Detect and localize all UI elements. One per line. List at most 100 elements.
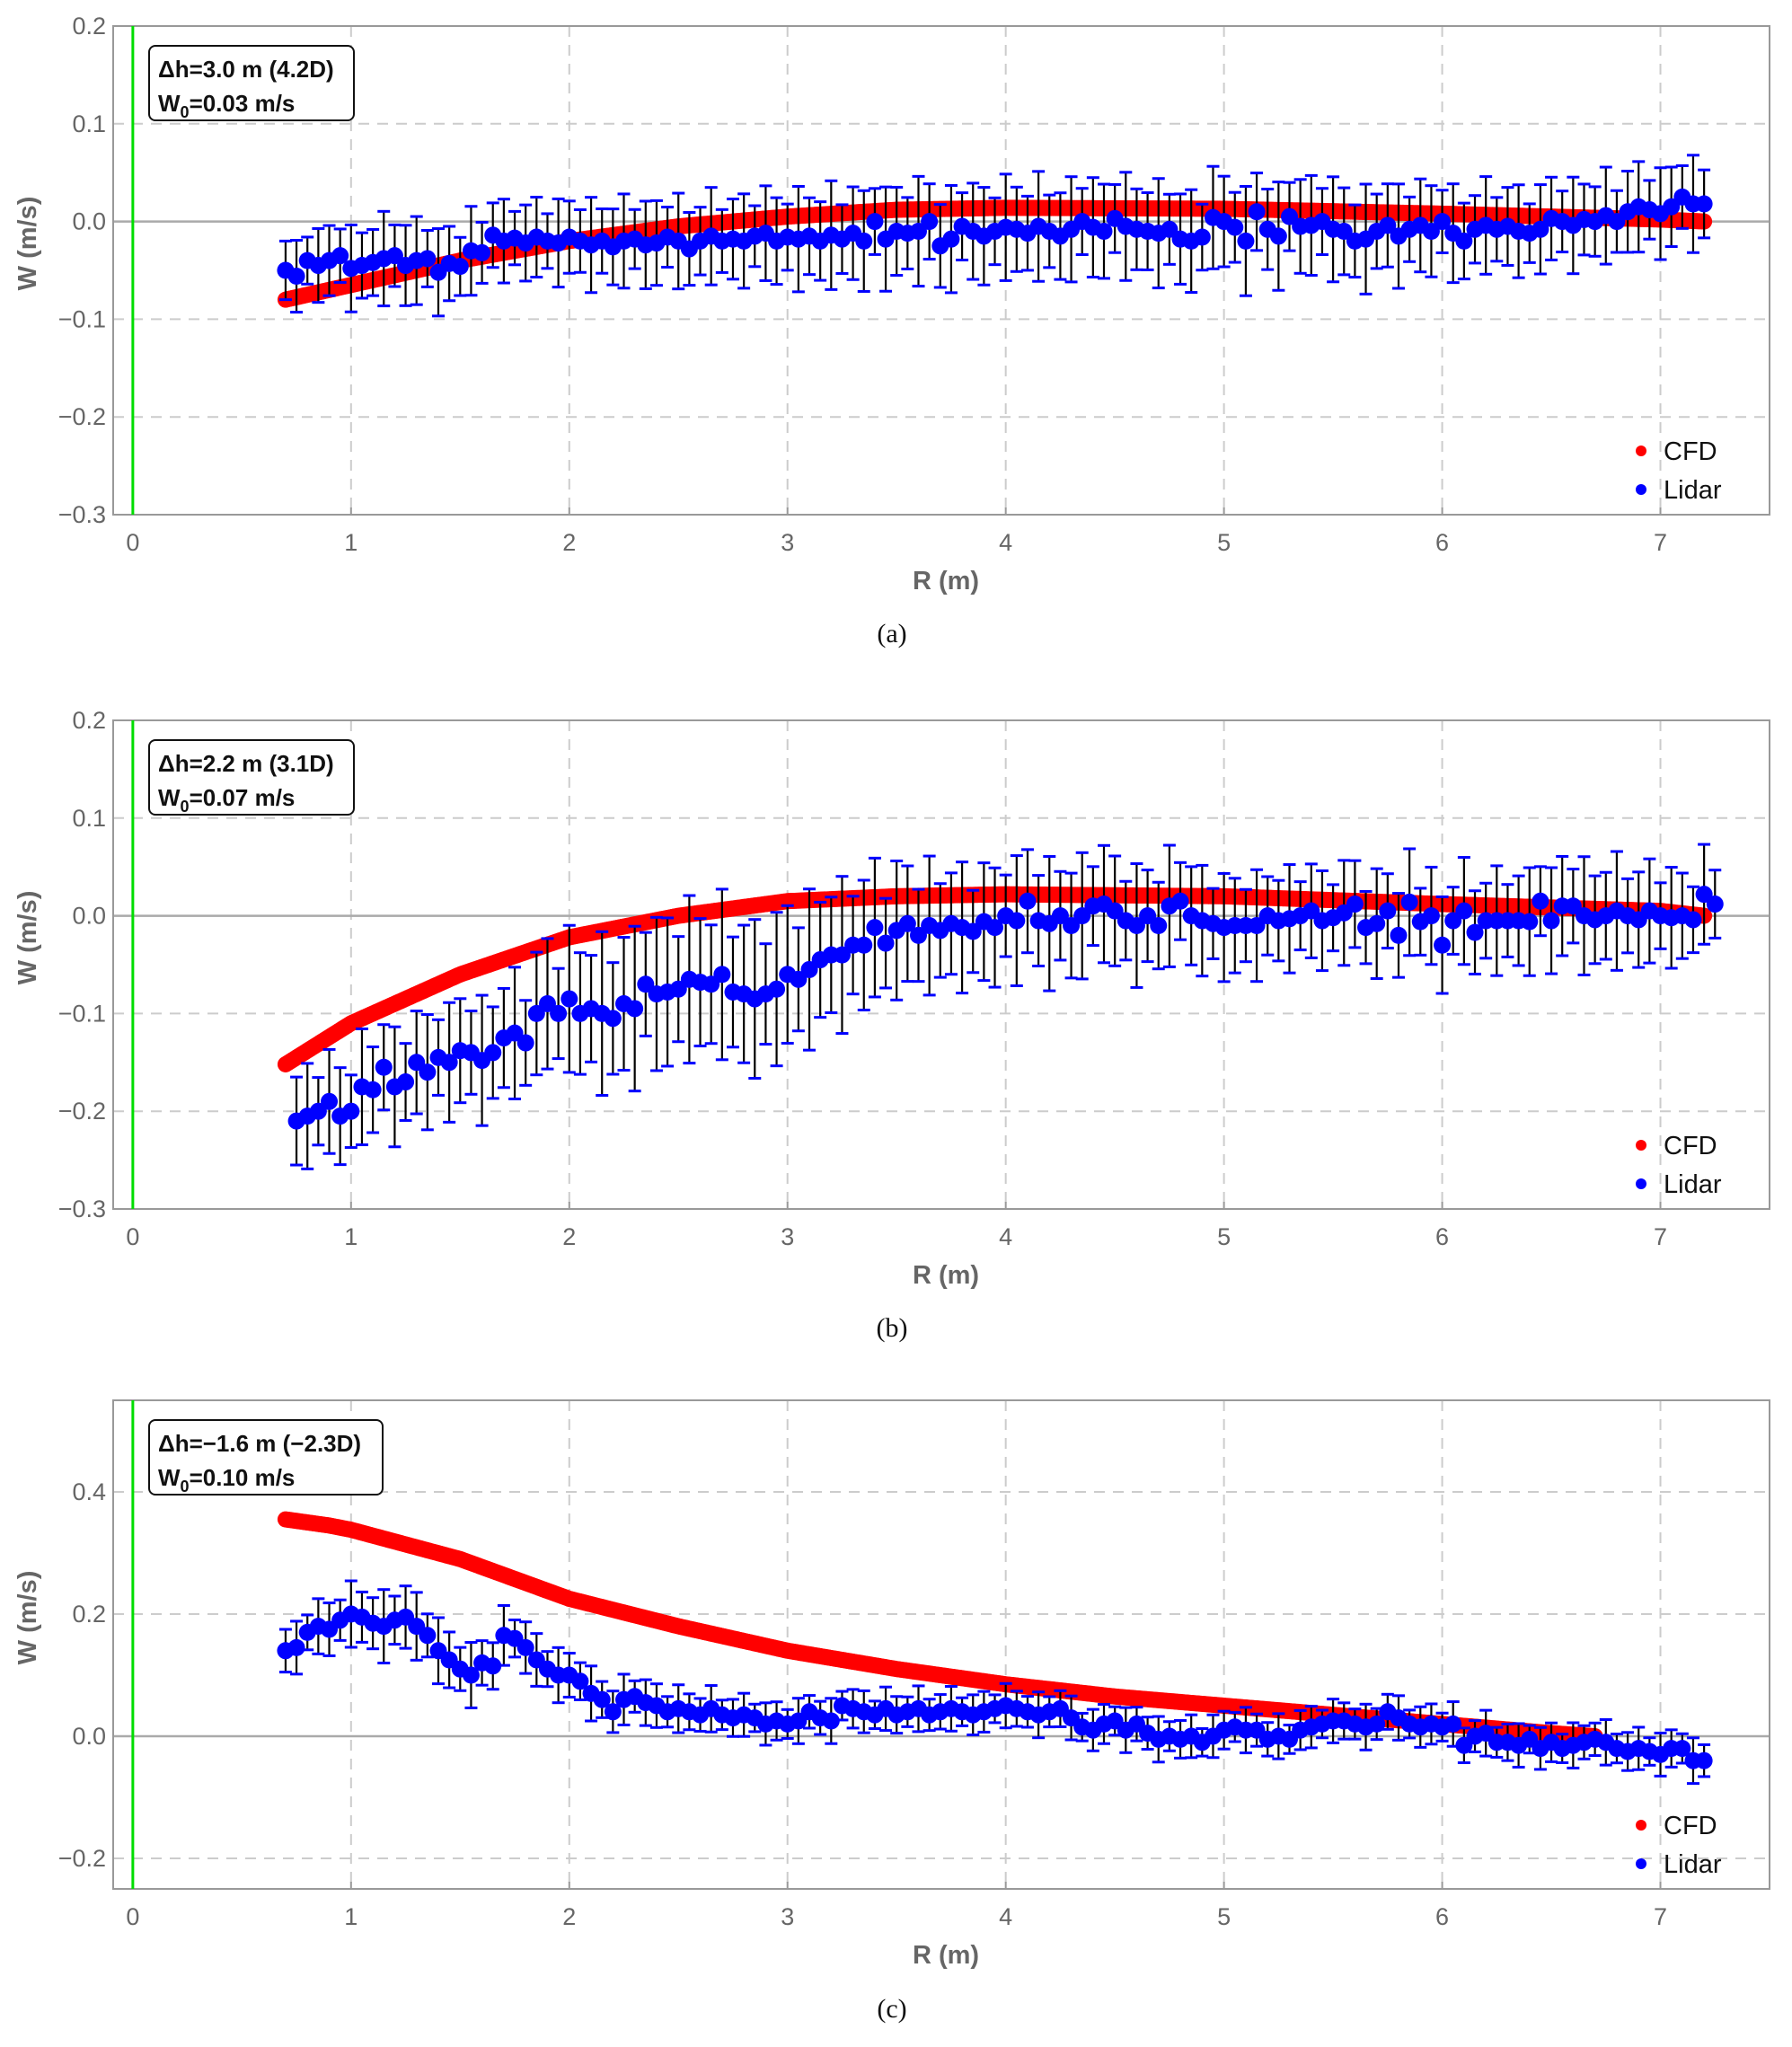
legend-cfd-marker	[1636, 1140, 1646, 1151]
lidar-point	[1302, 902, 1320, 920]
lidar-point	[364, 1081, 382, 1098]
lidar-point	[440, 1054, 458, 1072]
lidar-point	[561, 990, 578, 1008]
x-tick-label: 2	[562, 1903, 576, 1930]
y-tick-label: −0.2	[58, 1845, 106, 1872]
lidar-point	[637, 975, 655, 993]
lidar-point	[408, 1054, 426, 1072]
panel-caption: (a)	[877, 619, 906, 649]
lidar-point	[309, 1102, 327, 1120]
lidar-point	[1434, 213, 1452, 231]
lidar-point	[1466, 923, 1484, 941]
lidar-point	[1346, 896, 1364, 913]
annotation-w0-symbol: W	[158, 784, 181, 811]
lidar-point	[1095, 222, 1113, 240]
legend-lidar-marker	[1636, 484, 1646, 495]
lidar-point	[702, 975, 720, 993]
lidar-point	[1226, 218, 1244, 236]
lidar-point	[866, 919, 884, 937]
panel-b: 0 1 2 3 4 5 6 7 0.2 0.1 0.0 −0.1 −0.2 −0.3 R (m) W (m/s…	[13, 707, 1770, 1343]
lidar-point	[287, 1638, 305, 1656]
legend-cfd-label: CFD	[1664, 1132, 1717, 1160]
lidar-point	[331, 247, 349, 265]
x-tick-label: 7	[1654, 529, 1667, 556]
lidar-point	[1161, 220, 1178, 238]
lidar-point	[833, 946, 851, 964]
lidar-point	[1171, 892, 1189, 910]
lidar-point	[287, 268, 305, 286]
annotation-frame	[148, 739, 355, 816]
legend-lidar-label: Lidar	[1664, 1850, 1722, 1879]
lidar-point	[1127, 916, 1145, 934]
lidar-point	[713, 966, 731, 984]
annotation-w0-symbol: W	[158, 1464, 181, 1491]
legend: CFD Lidar	[1636, 1132, 1722, 1199]
y-tick-label: 0.2	[72, 13, 106, 40]
lidar-point	[1532, 220, 1549, 238]
y-tick-label: −0.1	[58, 305, 106, 332]
legend-cfd-label: CFD	[1664, 1812, 1717, 1840]
x-tick-label: 0	[126, 1903, 139, 1930]
lidar-point	[921, 213, 939, 231]
panel-c: 0 1 2 3 4 5 6 7 0.4 0.2 0.0 −0.2 R (m) W (m/s) Δh=−1.6…	[13, 1399, 1770, 2024]
lidar-point	[397, 1073, 415, 1091]
x-tick-label: 4	[999, 529, 1012, 556]
x-tick-label: 6	[1435, 529, 1449, 556]
annotation-box: Δh=3.0 m (4.2D) W0=0.03 m/s	[148, 45, 355, 121]
y-tick-label: −0.1	[58, 1000, 106, 1027]
lidar-point	[909, 926, 927, 944]
lidar-point	[1422, 907, 1440, 925]
lidar-point	[1281, 207, 1299, 225]
plot-frame	[112, 1399, 1770, 1890]
lidar-point	[1444, 912, 1462, 930]
lidar-point	[822, 1712, 840, 1730]
lidar-point	[550, 1004, 568, 1022]
lidar-point	[1008, 912, 1026, 930]
lidar-point	[898, 914, 916, 932]
x-tick-label: 1	[344, 529, 358, 556]
lidar-point	[527, 1004, 545, 1022]
lidar-point	[877, 934, 895, 952]
lidar-point	[1051, 907, 1069, 925]
lidar-point	[1695, 886, 1713, 904]
lidar-point	[1390, 926, 1408, 944]
lidar-point	[909, 222, 927, 240]
x-tick-label: 6	[1435, 1223, 1449, 1250]
lidar-point	[626, 1000, 644, 1018]
lidar-point	[506, 1024, 524, 1042]
y-tick-label: −0.3	[58, 501, 106, 528]
lidar-point	[790, 970, 808, 988]
lidar-point	[1269, 227, 1287, 245]
lidar-point	[855, 936, 873, 954]
x-tick-label: 2	[562, 529, 576, 556]
annotation-w0-subscript: 0	[181, 103, 190, 121]
annotation-w0-symbol: W	[158, 90, 181, 117]
lidar-point	[1455, 902, 1473, 920]
lidar-point	[1663, 198, 1681, 216]
lidar-point	[1019, 892, 1037, 910]
x-tick-label: 3	[781, 1903, 794, 1930]
y-tick-label: 0.0	[72, 903, 106, 930]
y-tick-label: 0.2	[72, 1601, 106, 1628]
legend-cfd-label: CFD	[1664, 437, 1717, 466]
lidar-point	[1368, 1715, 1386, 1733]
annotation-w0: W0=0.07 m/s	[158, 784, 295, 816]
legend-cfd-marker	[1636, 1820, 1646, 1831]
lidar-point	[419, 1627, 437, 1645]
y-tick-label: −0.2	[58, 1098, 106, 1125]
lidar-point	[1379, 902, 1397, 920]
annotation-w0: W0=0.03 m/s	[158, 90, 295, 121]
x-tick-label: 0	[126, 529, 139, 556]
lidar-point	[593, 1690, 611, 1708]
lidar-point	[669, 980, 687, 998]
lidar-point	[866, 213, 884, 231]
x-axis-label: R (m)	[913, 567, 979, 596]
y-axis-label: W (m/s)	[13, 1571, 42, 1665]
annotation-frame	[148, 45, 355, 121]
annotation-w0-subscript: 0	[181, 1478, 190, 1496]
lidar-point	[604, 1703, 622, 1721]
lidar-point	[986, 919, 1004, 937]
lidar-point	[462, 1666, 480, 1684]
lidar-point	[1193, 228, 1211, 246]
x-axis-label: R (m)	[913, 1261, 979, 1290]
